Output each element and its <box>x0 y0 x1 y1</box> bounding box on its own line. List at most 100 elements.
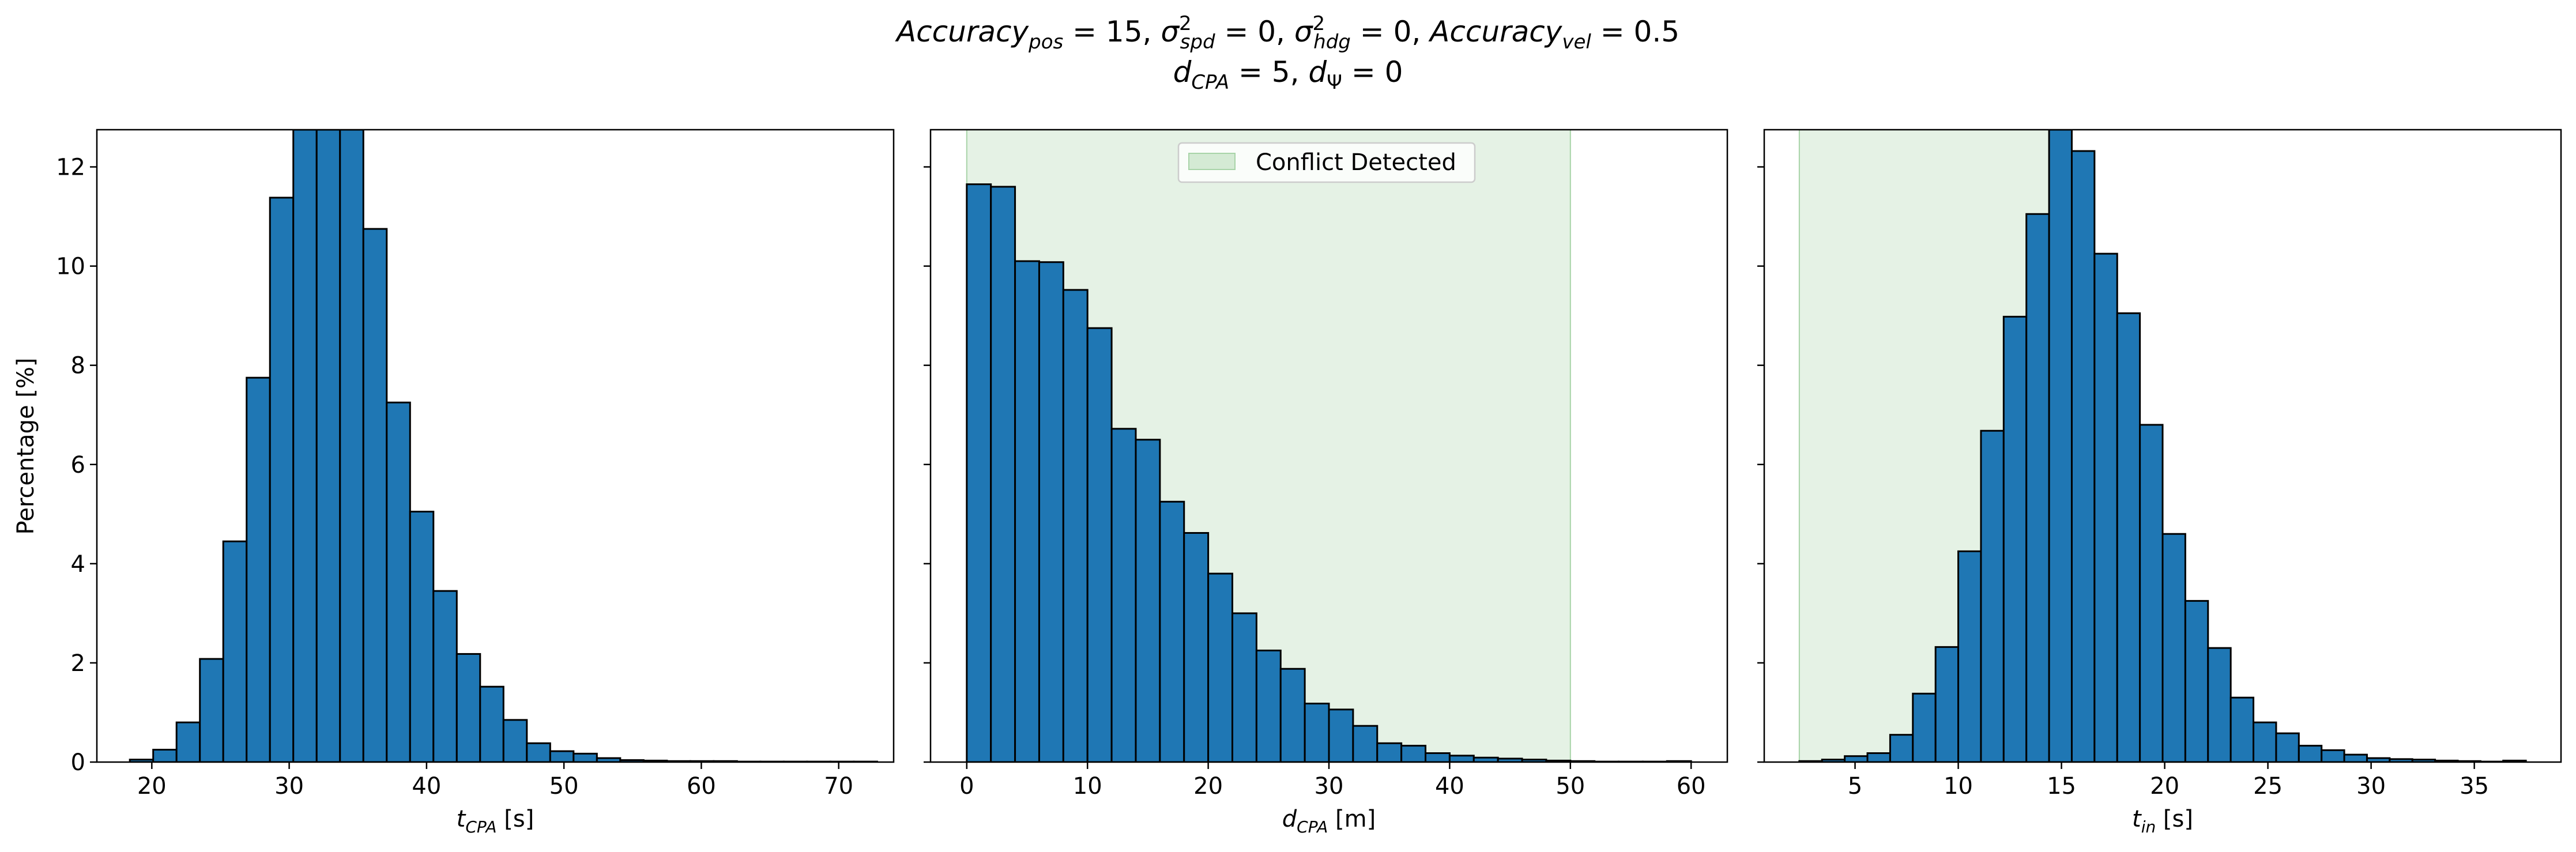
histogram-bar <box>1110 428 1137 762</box>
x-tick-label: 20 <box>1193 773 1223 800</box>
histogram-bar <box>1255 649 1282 762</box>
histogram-panel-tcpa: 20 30 40 50 60 70 0 2 4 6 8 10 12 tCPA [s] <box>56 129 895 836</box>
histogram-bar <box>1304 702 1330 762</box>
histogram-bar <box>1889 734 1914 762</box>
histogram-bar <box>432 590 458 762</box>
x-tick-label: 25 <box>2253 773 2283 800</box>
histogram-bar <box>2093 252 2118 762</box>
title-sigma-1: σ <box>1161 15 1180 48</box>
histogram-bar <box>1934 646 1960 762</box>
histogram-bar <box>246 376 271 762</box>
histogram-bar <box>339 130 364 762</box>
histogram-bar <box>362 228 388 762</box>
title-eq-15: = 15, <box>1063 15 1161 48</box>
histogram-bar <box>455 653 481 762</box>
histogram-bar <box>2229 696 2255 762</box>
histogram-bar <box>2253 721 2277 762</box>
x-tick-label: 10 <box>1944 773 1973 800</box>
title-sup-2: 2 <box>1313 12 1325 35</box>
y-tick-label: 4 <box>71 551 85 578</box>
x-tick-label: 30 <box>274 773 304 800</box>
histogram-bar <box>1448 755 1475 762</box>
histogram-bar <box>2343 753 2368 762</box>
histogram-bar <box>1352 725 1379 762</box>
x-tick-label: 60 <box>687 773 716 800</box>
title-accuracy-1: Accuracy <box>895 15 1030 48</box>
histogram-bar <box>549 750 575 762</box>
histogram-bar <box>2002 315 2028 762</box>
histogram-bar <box>1062 289 1089 762</box>
axes-frame <box>1763 129 2562 763</box>
histogram-bar <box>2116 312 2141 762</box>
y-tick-label: 10 <box>56 254 85 280</box>
histogram-panel-dcpa: 0 10 20 30 40 50 60 dCPA [m] <box>924 129 1728 836</box>
title-eq-0b: = 0, <box>1351 15 1430 48</box>
histogram-bar <box>966 183 992 762</box>
legend: Conflict Detected <box>1177 142 1476 183</box>
y-tick-label: 12 <box>56 154 85 181</box>
histogram-bar <box>1207 572 1233 762</box>
x-tick-label: 50 <box>549 773 579 800</box>
histogram-bar <box>2207 647 2232 762</box>
histogram-bar <box>222 540 248 762</box>
y-tick-label: 2 <box>71 650 85 677</box>
x-tick-label: 40 <box>1435 773 1464 800</box>
histogram-bar <box>1159 500 1185 762</box>
histogram-bar <box>1014 260 1040 762</box>
histogram-bar <box>199 658 224 762</box>
x-tick-label: 20 <box>137 773 167 800</box>
x-tick-label: 35 <box>2460 773 2489 800</box>
title-accuracy-2: Accuracy <box>1428 15 1563 48</box>
x-tick-label: 60 <box>1677 773 1706 800</box>
histogram-bar <box>2298 745 2323 762</box>
title-sub-vel: vel <box>1562 31 1591 54</box>
histogram-bar <box>1844 755 1869 762</box>
figure-title-line2: dCPA = 5, dΨ = 0 <box>1173 55 1403 94</box>
title-sub-pos: pos <box>1028 31 1063 54</box>
histogram-bar <box>990 186 1016 762</box>
histogram-bar <box>2070 150 2096 762</box>
x-axis-label: dCPA [m] <box>1282 806 1376 836</box>
histogram-bar <box>1980 429 2005 762</box>
x-tick-label: 40 <box>412 773 441 800</box>
y-tick-label: 6 <box>71 452 85 478</box>
title-sub-psi: Ψ <box>1327 71 1342 94</box>
histogram-bar <box>1231 612 1257 762</box>
histogram-bar <box>1135 439 1161 762</box>
histogram-bar <box>2048 130 2073 762</box>
histogram-bar <box>1425 752 1451 762</box>
title-sub-hdg: hdg <box>1313 31 1351 54</box>
x-tick-label: 5 <box>1848 773 1862 800</box>
histogram-bar <box>2161 533 2186 762</box>
legend-frame <box>1177 142 1476 183</box>
plot-area <box>129 130 878 762</box>
histogram-bar <box>1183 531 1210 762</box>
plot-area <box>966 130 1692 762</box>
histogram-bar <box>1912 692 1937 762</box>
histogram-bar <box>1957 550 1982 762</box>
y-tick-label: 0 <box>71 749 85 776</box>
histogram-bar <box>1400 745 1427 762</box>
histogram-bar <box>2139 424 2164 762</box>
y-axis-label: Percentage [%] <box>13 358 39 535</box>
x-tick-label: 15 <box>2047 773 2076 800</box>
x-axis-label: tCPA [s] <box>457 806 534 836</box>
x-tick-label: 70 <box>824 773 853 800</box>
title-eq-0a: = 0, <box>1215 15 1294 48</box>
title-sup-1: 2 <box>1179 12 1192 35</box>
title-eq-05: = 0.5 <box>1591 15 1679 48</box>
x-tick-label: 20 <box>2150 773 2179 800</box>
histogram-bar <box>2275 732 2300 762</box>
histogram-bar <box>2184 600 2209 762</box>
histogram-bar <box>526 742 551 762</box>
axes-frame <box>96 129 895 763</box>
legend-label-conflict: Conflict Detected <box>1256 149 1456 176</box>
x-tick-label: 0 <box>959 773 974 800</box>
histogram-bar <box>1279 668 1306 762</box>
histogram-bar <box>502 719 528 762</box>
y-tick-label: 8 <box>71 353 85 379</box>
x-axis-label: tin [s] <box>2132 806 2193 836</box>
title-d: d <box>1173 55 1192 89</box>
x-tick-label: 30 <box>1315 773 1344 800</box>
histogram-bar <box>1086 327 1113 762</box>
